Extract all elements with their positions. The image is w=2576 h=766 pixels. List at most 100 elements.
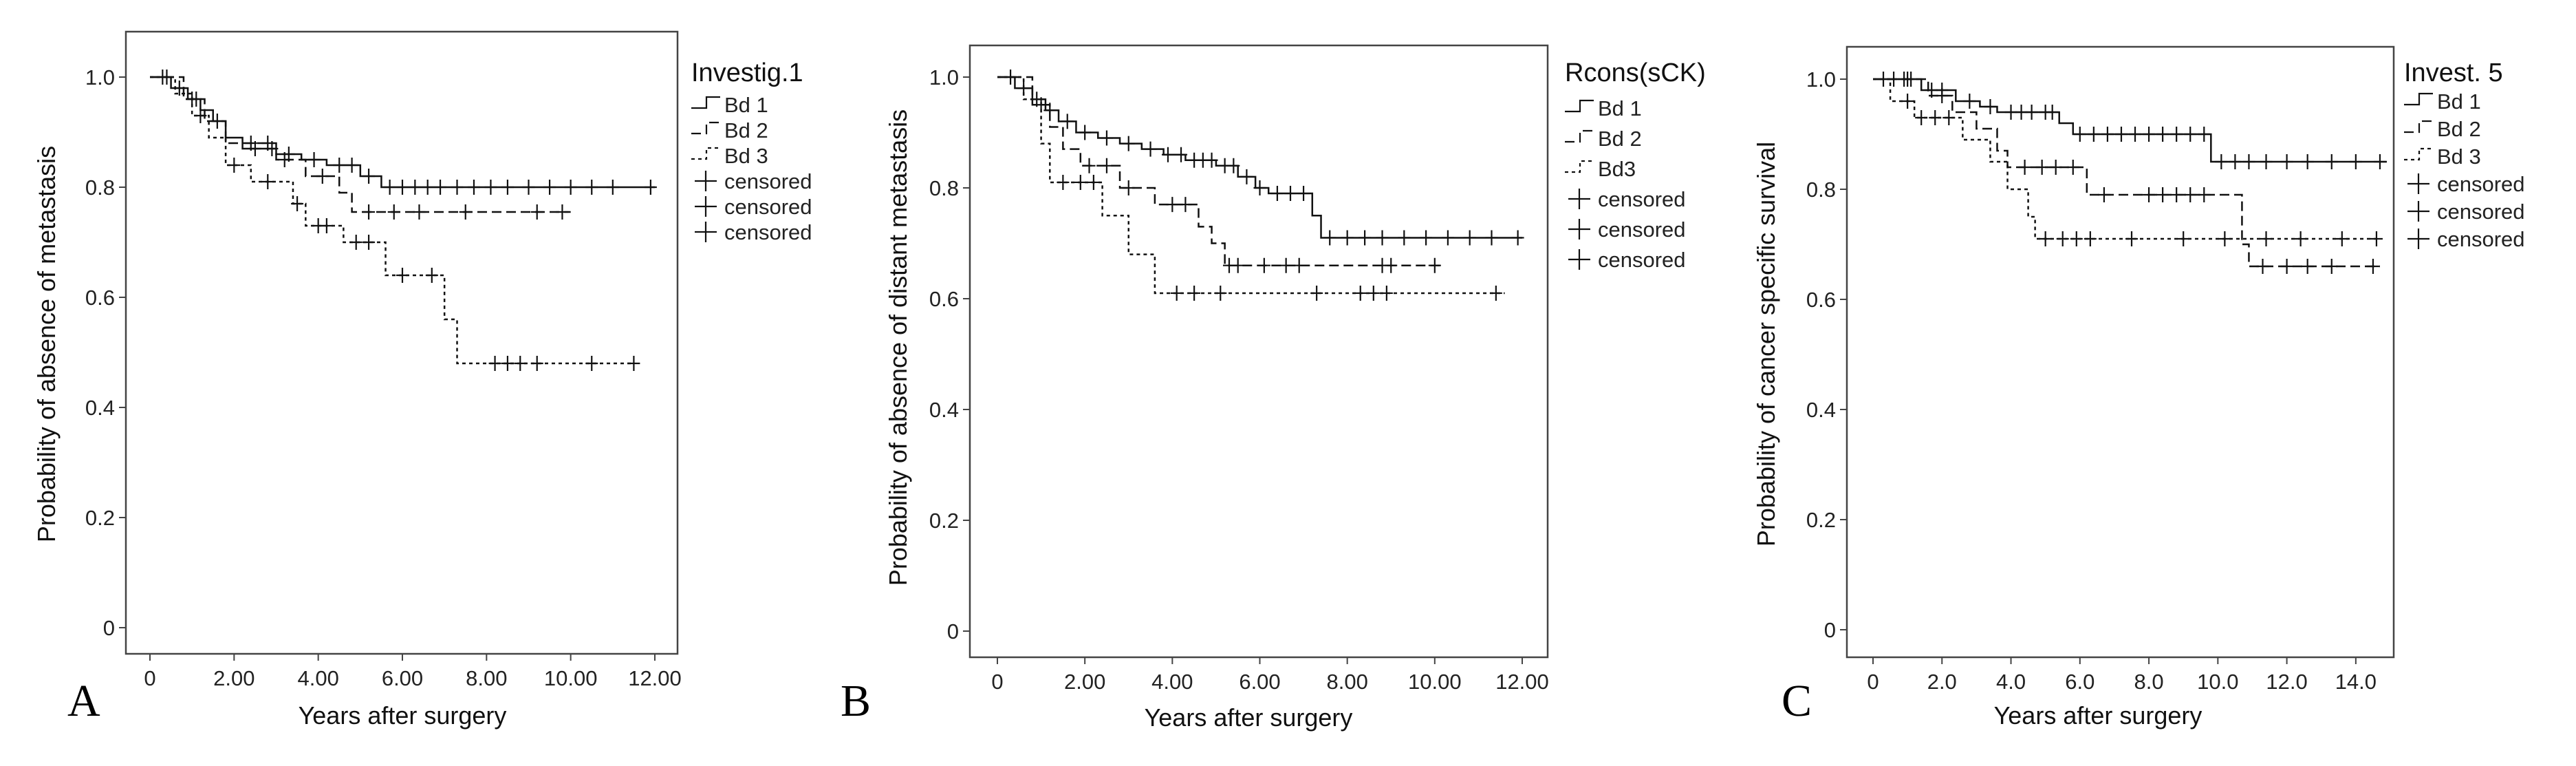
- censored-mark: [2366, 259, 2379, 274]
- censored-mark: [261, 136, 274, 151]
- censored-mark: [451, 180, 464, 195]
- censored-mark: [1179, 197, 1192, 213]
- censored-mark: [2015, 105, 2028, 120]
- censored-mark: [1341, 230, 1354, 246]
- x-tick-label: 4.00: [297, 666, 338, 690]
- censored-mark: [1100, 158, 1113, 173]
- censored-mark: [1310, 285, 1323, 301]
- censored-mark: [1901, 94, 1914, 109]
- panel-b: 0 0.2 0.4 0.6 0.8 1.0 0 2.00 4.00 6.00 8.00 10.00 12…: [841, 44, 1706, 732]
- censored-mark: [501, 180, 514, 195]
- censored-mark: [606, 180, 619, 195]
- censored-mark: [1231, 257, 1244, 273]
- panel-letter: A: [67, 676, 100, 726]
- legend-label: censored: [1598, 187, 1686, 211]
- censored-mark: [2087, 127, 2100, 142]
- censored-mark: [459, 204, 472, 220]
- x-tick-label: 2.0: [1927, 670, 1957, 694]
- censored-mark: [413, 204, 426, 220]
- series-line-2: [997, 76, 1444, 266]
- censored-mark: [2256, 259, 2269, 274]
- censored-mark: [2083, 231, 2097, 246]
- x-tick-label: 8.0: [2134, 670, 2164, 694]
- x-tick-label: 2.00: [213, 666, 255, 690]
- censored-mark: [530, 356, 543, 371]
- x-tick-label: 0: [1867, 670, 1879, 694]
- legend-line-swatch: [691, 121, 720, 135]
- censored-mark: [2004, 105, 2017, 120]
- x-tick-label: 0: [991, 670, 1003, 694]
- censored-mark: [522, 180, 535, 195]
- censored-mark: [1297, 186, 1310, 202]
- censored-mark: [1205, 152, 1218, 168]
- censored-mark: [1367, 285, 1380, 301]
- x-tick-label: 12.00: [628, 666, 682, 690]
- censored-mark: [2260, 231, 2273, 246]
- legend-censor-swatch: [1568, 219, 1590, 240]
- censored-mark: [2170, 187, 2183, 202]
- censored-mark: [1279, 257, 1292, 273]
- censored-mark: [1385, 257, 1398, 273]
- legend-line-swatch: [2404, 92, 2433, 106]
- legend: Invest. 5Bd 1 Bd 2 Bd 3 censored censored cen…: [2404, 58, 2525, 251]
- censored-mark: [1323, 230, 1336, 246]
- censored-mark: [362, 169, 376, 184]
- y-tick-label: 0.6: [1806, 288, 1836, 312]
- censored-mark: [1420, 230, 1433, 246]
- censored-mark: [1087, 174, 1100, 190]
- censored-mark: [564, 180, 577, 195]
- censored-mark: [2215, 154, 2228, 169]
- censored-mark: [1170, 285, 1183, 301]
- legend: Rcons(sCK) Bd 1 Bd 2 Bd3 censored censored cen…: [1565, 58, 1706, 272]
- censored-mark: [2301, 259, 2314, 274]
- y-tick-label: 0.4: [1806, 398, 1836, 422]
- censored-mark: [320, 218, 333, 233]
- censored-mark: [1428, 257, 1441, 273]
- legend-label: censored: [1598, 217, 1686, 242]
- censored-mark: [316, 169, 329, 184]
- censored-mark: [467, 180, 480, 195]
- legend-line-swatch: [691, 147, 720, 160]
- censored-mark: [1057, 174, 1070, 190]
- x-tick-label: 6.0: [2065, 670, 2095, 694]
- legend-label: censored: [1598, 248, 1686, 272]
- censored-mark: [2025, 105, 2038, 120]
- censored-mark: [2170, 127, 2183, 142]
- censored-mark: [228, 158, 241, 173]
- censored-mark: [501, 356, 514, 371]
- x-tick-label: 6.00: [1239, 670, 1280, 694]
- series-line-2: [1873, 78, 2380, 268]
- x-tick-label: 10.00: [544, 666, 598, 690]
- censored-mark: [1144, 141, 1157, 157]
- censored-mark: [1227, 158, 1240, 173]
- censored-mark: [488, 356, 501, 371]
- censored-mark: [1915, 110, 1928, 125]
- x-axis-title: Years after surgery: [299, 701, 507, 730]
- x-axis-title: Years after surgery: [1994, 701, 2202, 730]
- censored-mark: [383, 180, 396, 195]
- censored-mark: [2156, 187, 2169, 202]
- censored-mark: [2049, 160, 2062, 175]
- legend-label: censored: [2437, 227, 2525, 251]
- legend-label: Bd 1: [2437, 89, 2481, 114]
- censored-mark: [2218, 231, 2231, 246]
- censored-mark: [1122, 180, 1135, 195]
- censored-mark: [244, 136, 257, 151]
- censored-mark: [2070, 231, 2083, 246]
- y-tick-label: 0.8: [85, 175, 115, 200]
- x-tick-label: 4.00: [1151, 670, 1193, 694]
- censored-mark: [2294, 231, 2307, 246]
- y-axis-title: Probability of cancer specific survival: [1752, 142, 1780, 546]
- censored-mark: [2349, 154, 2362, 169]
- censored-mark: [2301, 154, 2314, 169]
- y-tick-label: 0.8: [929, 176, 959, 200]
- x-tick-label: 2.00: [1064, 670, 1105, 694]
- panel-a: 0 0.2 0.4 0.6 0.8 1.0 0 2.00 4.00 6.00 8.00 10.00 12…: [32, 30, 812, 730]
- y-tick-label: 1.0: [929, 65, 959, 89]
- censored-mark: [1376, 230, 1389, 246]
- censored-mark: [1901, 72, 1914, 87]
- censored-mark: [2035, 160, 2048, 175]
- series-line-1: [1873, 78, 2387, 163]
- censored-mark: [291, 196, 304, 211]
